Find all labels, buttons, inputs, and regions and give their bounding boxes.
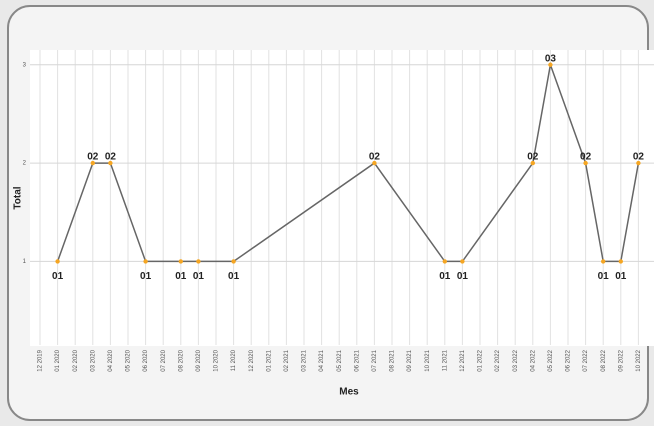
value-label: 02 [527, 152, 539, 163]
x-tick-label: 08 2020 [178, 349, 184, 371]
x-tick-label: 08 2021 [390, 349, 396, 371]
x-tick-label: 06 2020 [143, 349, 149, 371]
value-label: 01 [439, 271, 451, 282]
point [108, 160, 113, 166]
x-tick-label: 05 2020 [126, 349, 132, 371]
point [548, 62, 553, 67]
x-tick-label: 02 2021 [284, 349, 290, 371]
point [55, 259, 60, 264]
x-tick-label: 05 2021 [337, 349, 343, 371]
point [442, 259, 447, 264]
x-tick-label: 12 2021 [460, 349, 466, 371]
point [143, 259, 148, 264]
x-tick-label: 09 2020 [196, 349, 202, 371]
value-label: 01 [193, 271, 205, 282]
value-label: 02 [105, 152, 117, 163]
value-label: 03 [545, 53, 557, 64]
x-tick-label: 09 2021 [407, 349, 413, 371]
point [231, 259, 236, 264]
x-tick-label: 11 2021 [442, 349, 448, 371]
value-label: 01 [140, 271, 152, 282]
x-tick-label: 11 2020 [231, 349, 237, 371]
y-tick-label: 2 [23, 161, 27, 167]
value-label: 01 [228, 271, 240, 282]
x-tick-label: 04 2021 [319, 349, 325, 371]
value-label: 02 [633, 152, 645, 163]
x-tick-label: 12 2019 [38, 349, 44, 371]
value-label: 01 [457, 271, 469, 282]
x-tick-label: 02 2020 [73, 349, 79, 371]
x-tick-label: 10 2022 [636, 349, 642, 371]
x-tick-label: 07 2022 [583, 349, 589, 371]
x-tick-label: 09 2022 [618, 349, 624, 371]
x-tick-label: 03 2022 [513, 349, 519, 371]
point [601, 259, 606, 264]
line [56, 61, 640, 263]
point [618, 259, 623, 264]
value-label: 02 [87, 152, 99, 163]
y-tick-label: 1 [23, 259, 27, 265]
value-label: 02 [580, 152, 592, 163]
value-label: 01 [598, 271, 610, 282]
x-tick-label: 02 2022 [495, 349, 501, 371]
x-tick-label: 10 2020 [214, 349, 220, 371]
point [636, 160, 641, 166]
x-tick-label: 07 2020 [161, 349, 167, 371]
x-tick-label: 08 2022 [601, 349, 607, 371]
y-tick-label: 3 [23, 62, 27, 68]
point [178, 259, 183, 264]
point [460, 259, 465, 264]
point [372, 160, 377, 166]
value-label: 01 [52, 271, 64, 282]
point [90, 160, 96, 166]
x-tick-label: 03 2020 [90, 349, 96, 371]
x-tick-label: 03 2021 [302, 349, 308, 371]
x-tick-label: 06 2022 [566, 349, 572, 371]
value-label: 01 [175, 271, 187, 282]
point [530, 160, 535, 166]
x-tick-label: 04 2022 [530, 349, 536, 371]
x-tick-label: 12 2020 [249, 349, 255, 371]
x-tick-label: 05 2022 [548, 349, 554, 371]
value-label: 02 [369, 152, 381, 163]
x-tick-label: 04 2020 [108, 349, 114, 371]
x-tick-label: 01 2020 [55, 349, 61, 371]
x-tick-label: 01 2021 [266, 349, 272, 371]
x-tick-label: 01 2022 [478, 349, 484, 371]
x-tick-label: 10 2021 [425, 349, 431, 371]
value-label: 01 [615, 271, 627, 282]
x-axis-title: Mes [339, 387, 359, 398]
y-axis-title: Total [13, 186, 24, 209]
point [196, 259, 201, 264]
x-tick-label: 07 2021 [372, 349, 378, 371]
x-tick-label: 06 2021 [354, 349, 360, 371]
point [583, 160, 588, 166]
